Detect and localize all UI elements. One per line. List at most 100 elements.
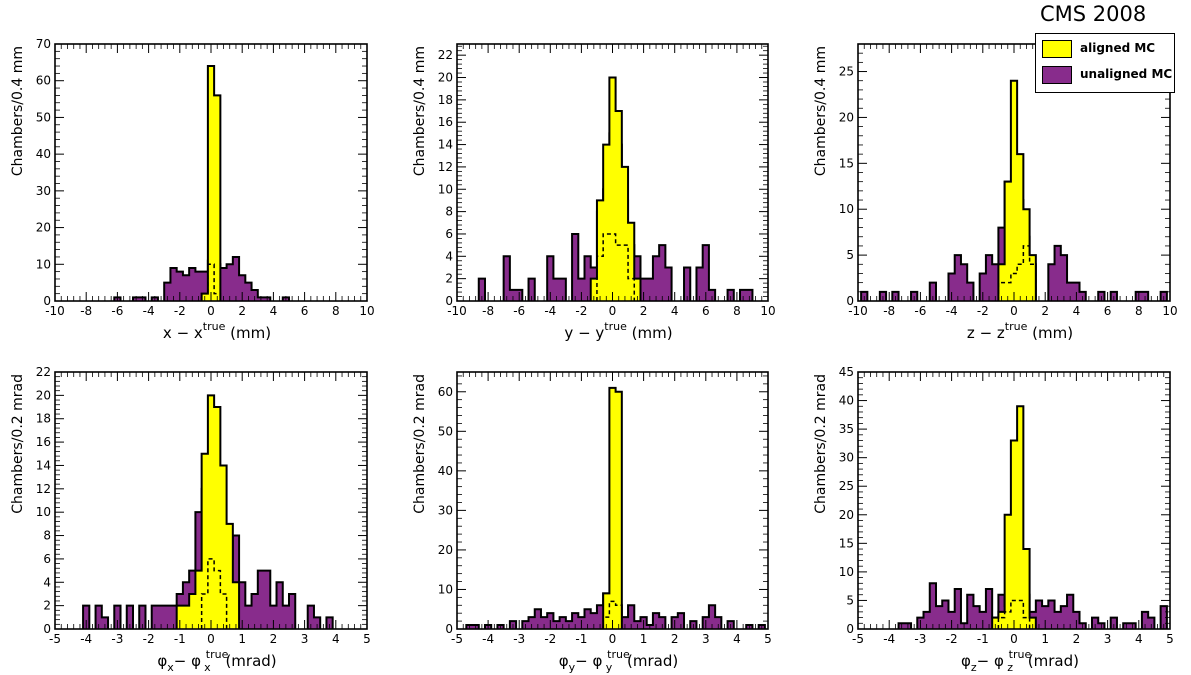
y-tick-label: 22 [36, 365, 51, 379]
y-axis-label: Chambers/0.4 mm [412, 46, 428, 176]
x-tick-label: -2 [575, 304, 587, 318]
x-tick-label: 0 [609, 632, 617, 646]
y-tick-label: 35 [839, 422, 854, 436]
y-tick-label: 25 [839, 65, 854, 79]
x-tick-label: 2 [1041, 304, 1049, 318]
y-tick-label: 5 [846, 248, 854, 262]
x-tick-label: 8 [1135, 304, 1143, 318]
x-tick-label: -1 [575, 632, 587, 646]
y-tick-label: 40 [839, 394, 854, 408]
aligned-subset-histogram [596, 233, 636, 301]
x-tick-label: 5 [1166, 632, 1174, 646]
legend-label-aligned: aligned MC [1080, 41, 1156, 55]
y-tick-label: 20 [36, 388, 51, 402]
x-tick-label: -5 [852, 632, 864, 646]
x-tick-label: 1 [238, 632, 246, 646]
x-tick-label: -3 [513, 632, 525, 646]
y-tick-label: 45 [839, 365, 854, 379]
x-axis-label-unit: (mrad) [622, 652, 678, 670]
x-tick-label: 6 [702, 304, 710, 318]
x-axis-label-unit: (mm) [627, 324, 673, 342]
aligned-subset-histogram [997, 599, 1031, 629]
x-axis-label: z − ztrue (mm) [967, 320, 1073, 342]
x-axis-label-middle: − φ [977, 652, 1009, 670]
y-tick-label: 5 [846, 593, 854, 607]
x-axis-label-superscript: true [604, 320, 627, 333]
x-tick-label: -5 [451, 632, 463, 646]
x-tick-label: 0 [609, 304, 617, 318]
legend: aligned MC unaligned MC [1035, 33, 1175, 93]
x-tick-label: -4 [482, 632, 494, 646]
x-axis-label-main: z − z [967, 324, 1005, 342]
histogram-panel-y: -10 -8 -6 -4 -2 0 2 4 6 8 10 0 2 4 6 8 10 12 14 16 18 20 22 Cha… [412, 43, 776, 342]
x-axis-label-subscript-2: x [204, 661, 211, 674]
x-tick-label: 0 [207, 304, 215, 318]
y-tick-label: 6 [43, 552, 51, 566]
y-axis-label: Chambers/0.2 mrad [813, 374, 829, 514]
x-axis-label-unit: (mrad) [221, 652, 277, 670]
y-tick-label: 20 [839, 110, 854, 124]
x-tick-label: 3 [301, 632, 309, 646]
y-tick-label: 0 [846, 622, 854, 636]
x-tick-label: -1 [977, 632, 989, 646]
x-tick-label: -1 [174, 632, 186, 646]
aligned-subset-histogram [602, 600, 623, 629]
y-tick-label: 20 [839, 508, 854, 522]
y-tick-label: 16 [36, 435, 51, 449]
x-axis-label-superscript: true [206, 648, 229, 661]
y-axis-label: Chambers/0.4 mm [10, 46, 26, 176]
x-tick-label: 4 [1135, 632, 1143, 646]
y-tick-label: 50 [438, 424, 453, 438]
x-axis-label-main: y − y [564, 324, 604, 342]
histogram-panel-phiz: -5 -4 -3 -2 -1 0 1 2 3 4 5051015202530354045Chambe… [813, 365, 1174, 674]
y-tick-label: 4 [445, 249, 453, 263]
x-axis-label-middle: − φ [174, 652, 206, 670]
x-axis-label-superscript: true [1009, 648, 1032, 661]
y-tick-label: 0 [445, 622, 453, 636]
y-axis-label: Chambers/0.4 mm [813, 46, 829, 176]
x-tick-label: -2 [544, 632, 556, 646]
x-tick-label: -5 [49, 632, 61, 646]
x-tick-label: -6 [111, 304, 123, 318]
x-tick-label: -2 [946, 632, 958, 646]
legend-entry-aligned: aligned MC [1042, 39, 1170, 61]
x-axis-label-superscript: true [1005, 320, 1028, 333]
y-tick-label: 14 [36, 458, 51, 472]
x-axis-label-superscript: true [607, 648, 630, 661]
x-tick-label: 4 [1073, 304, 1081, 318]
x-axis-label-subscript: x [167, 661, 174, 674]
x-axis-label-symbol: φ [157, 652, 167, 670]
histogram-panel-x: -10 -8 -6 -4 -2 0 2 4 6 8 10 0 10 20 30 40 50 60 70 Chamber… [10, 37, 375, 342]
aligned-histogram [991, 405, 1037, 629]
x-tick-label: 5 [764, 632, 772, 646]
histogram-panel-phix: -5 -4 -3 -2 -1 0 1 2 3 4 50246810121416182022Chamb… [10, 365, 371, 674]
y-tick-label: 10 [36, 257, 51, 271]
aligned-histogram [589, 76, 642, 301]
figure-label: CMS 2008 [1040, 2, 1147, 26]
y-tick-label: 15 [839, 156, 854, 170]
x-tick-label: -3 [914, 632, 926, 646]
y-tick-label: 2 [445, 272, 453, 286]
x-tick-label: 2 [238, 304, 246, 318]
y-tick-label: 4 [43, 575, 51, 589]
y-tick-label: 0 [846, 294, 854, 308]
x-axis-label-superscript: true [203, 320, 226, 333]
x-tick-label: 2 [270, 632, 278, 646]
y-tick-label: 2 [43, 599, 51, 613]
x-tick-label: 2 [640, 304, 648, 318]
histogram-panel-z: -10 -8 -6 -4 -2 0 2 4 6 8 10 0 5 10 15 20 25 Chambers/0.4… [813, 43, 1178, 342]
x-tick-label: -4 [946, 304, 958, 318]
aligned-subset-histogram [200, 558, 228, 629]
x-axis-label-unit: (mm) [225, 324, 271, 342]
x-tick-label: 4 [671, 304, 679, 318]
y-tick-label: 40 [36, 147, 51, 161]
y-tick-label: 10 [839, 202, 854, 216]
x-tick-label: -6 [513, 304, 525, 318]
y-tick-label: 15 [839, 536, 854, 550]
aligned-histogram [602, 386, 623, 629]
x-axis-label-main: x − x [163, 324, 203, 342]
y-tick-label: 12 [438, 160, 453, 174]
x-tick-label: -10 [848, 304, 868, 318]
y-tick-label: 60 [438, 385, 453, 399]
